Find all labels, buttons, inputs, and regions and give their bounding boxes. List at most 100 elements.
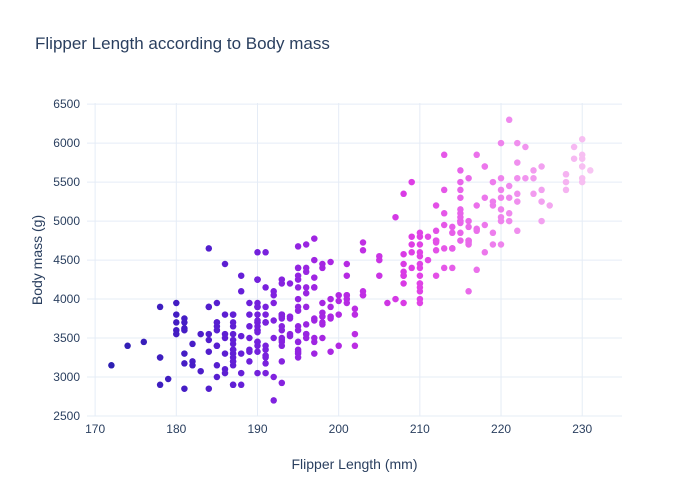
data-point [400, 250, 407, 258]
data-point [181, 326, 188, 334]
data-point [181, 360, 188, 367]
data-point [392, 295, 399, 303]
data-point [538, 186, 545, 194]
data-point [432, 247, 440, 254]
data-point [408, 264, 415, 272]
data-point [514, 227, 521, 235]
data-point [262, 342, 269, 350]
data-point [246, 323, 253, 330]
y-tick-label: 3000 [53, 370, 80, 384]
data-point [237, 350, 245, 357]
data-point [570, 143, 578, 151]
data-point [457, 194, 464, 201]
data-point [327, 295, 334, 303]
data-point [505, 217, 513, 225]
data-point [262, 311, 269, 318]
data-point [254, 303, 261, 311]
data-point [497, 186, 505, 194]
data-point [578, 178, 586, 186]
data-point [294, 350, 302, 357]
data-point [578, 163, 586, 170]
data-point [530, 174, 537, 182]
data-point [497, 206, 505, 213]
data-point [530, 167, 537, 174]
data-point [270, 299, 277, 307]
data-point [376, 272, 383, 279]
data-point [270, 373, 277, 381]
data-point [497, 241, 505, 248]
data-point [505, 182, 513, 190]
data-point [562, 178, 570, 186]
data-point [505, 194, 513, 201]
data-point [514, 190, 521, 198]
y-tick-label: 4500 [53, 253, 80, 267]
data-point [473, 202, 480, 209]
data-point [424, 233, 432, 240]
data-point [262, 303, 269, 311]
x-axis-title: Flipper Length (mm) [291, 456, 418, 472]
data-point [205, 348, 213, 355]
data-point [400, 280, 407, 287]
data-point [319, 260, 326, 268]
data-point [229, 330, 237, 338]
data-point [530, 190, 537, 198]
data-point [416, 241, 424, 248]
data-point [254, 348, 261, 355]
data-point [465, 174, 472, 182]
data-point [457, 219, 464, 227]
data-point [497, 139, 505, 147]
data-point [205, 245, 213, 252]
data-point [392, 213, 399, 221]
data-point [351, 342, 359, 350]
data-point [457, 167, 464, 174]
data-point [173, 299, 180, 307]
data-point [229, 336, 237, 344]
data-point [246, 299, 253, 307]
data-point [538, 217, 545, 225]
data-point [213, 299, 221, 307]
data-point [294, 272, 302, 279]
data-point [489, 198, 497, 205]
data-point [465, 217, 472, 225]
data-point [254, 369, 261, 377]
data-point [262, 319, 269, 326]
data-point [278, 326, 286, 334]
x-tick-label: 210 [410, 422, 430, 436]
data-point [578, 135, 586, 143]
data-point [562, 186, 570, 194]
data-point [416, 229, 424, 237]
data-point [343, 291, 351, 299]
data-point [473, 227, 480, 235]
data-point [262, 369, 269, 377]
data-point [514, 198, 521, 205]
data-point [416, 272, 424, 279]
data-point [351, 305, 359, 313]
data-point [319, 313, 326, 320]
data-point [246, 311, 253, 318]
data-point [465, 288, 472, 295]
data-point [465, 223, 472, 231]
data-point [156, 381, 164, 389]
data-point [229, 354, 237, 361]
data-point [278, 358, 286, 365]
data-point [343, 272, 351, 279]
data-point [311, 274, 318, 281]
data-point [408, 233, 415, 240]
data-point [294, 295, 302, 303]
data-point [302, 321, 310, 328]
x-tick-label: 170 [85, 422, 105, 436]
data-point [473, 266, 480, 274]
data-point [294, 323, 302, 330]
data-point [270, 334, 277, 342]
data-point [416, 280, 424, 287]
data-point [262, 354, 269, 361]
data-point [221, 369, 229, 377]
data-point [311, 235, 318, 242]
data-point [237, 381, 245, 389]
data-point [432, 227, 440, 235]
y-tick-label: 4000 [53, 292, 80, 306]
data-point [335, 311, 342, 318]
data-point [538, 198, 545, 205]
data-point [286, 313, 294, 320]
data-point [237, 272, 245, 279]
